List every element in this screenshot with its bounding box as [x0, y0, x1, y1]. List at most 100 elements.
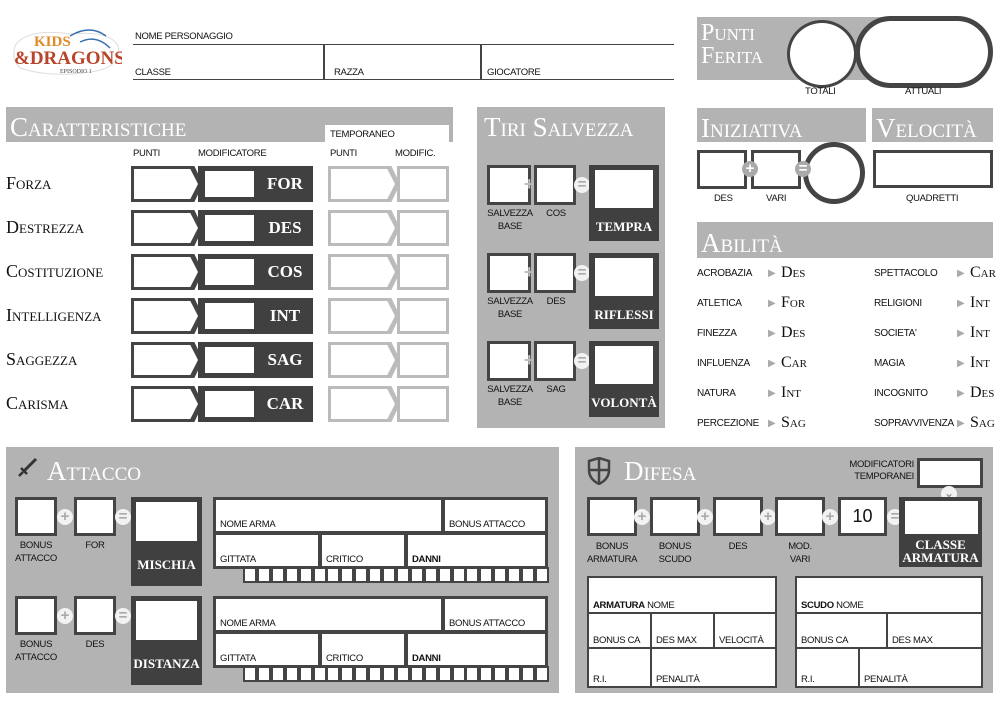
temp-modifier-field[interactable] [397, 342, 449, 378]
ammo-checkbox[interactable] [493, 567, 508, 583]
attack-stat-field[interactable] [74, 596, 116, 635]
ammo-checkbox[interactable] [256, 567, 271, 583]
save-stat-field[interactable] [534, 341, 576, 381]
armor-class-field[interactable] [905, 501, 978, 534]
ammo-checkbox[interactable] [507, 567, 522, 583]
armor-speed-field[interactable]: VELOCITÀ [713, 612, 777, 649]
initiative-total-field[interactable] [803, 142, 865, 204]
shield-penalty-field[interactable]: PENALITÀ [858, 647, 983, 688]
points-field[interactable] [131, 298, 203, 334]
attack-bonus-field[interactable] [15, 596, 57, 635]
attack-total-field[interactable] [136, 502, 197, 541]
ammo-checkbox[interactable] [409, 567, 424, 583]
temp-points-field[interactable] [328, 298, 400, 334]
weapon-name-field[interactable]: NOME ARMA [213, 596, 444, 633]
attack-bonus-field[interactable] [15, 497, 57, 536]
save-base-field[interactable] [487, 165, 531, 205]
modifier-field[interactable] [205, 303, 254, 329]
weapon-critical-field[interactable]: CRITICO [319, 532, 407, 569]
armor-name-field[interactable]: ARMATURA NOME [587, 576, 777, 614]
save-total-field[interactable] [595, 346, 653, 384]
weapon-attack-bonus-field[interactable]: BONUS ATTACCO [442, 497, 548, 534]
ammo-checkbox[interactable] [479, 666, 494, 682]
ammo-checkbox[interactable] [312, 567, 327, 583]
ammo-checkbox[interactable] [243, 666, 257, 682]
ammo-checkbox[interactable] [493, 666, 508, 682]
temp-modifier-field[interactable] [397, 386, 449, 422]
defense-component-field[interactable] [713, 497, 763, 536]
defense-component-field[interactable] [650, 497, 700, 536]
attack-stat-field[interactable] [74, 497, 116, 536]
modifier-field[interactable] [205, 259, 254, 285]
save-stat-field[interactable] [534, 165, 576, 205]
temp-modifier-field[interactable] [397, 254, 449, 290]
ammo-checkbox[interactable] [521, 666, 535, 682]
temp-points-field[interactable] [328, 386, 400, 422]
save-stat-field[interactable] [534, 253, 576, 293]
ammo-checkbox[interactable] [340, 567, 355, 583]
ammo-checkbox[interactable] [354, 567, 369, 583]
attack-total-field[interactable] [136, 601, 197, 640]
armor-ri-field[interactable]: R.I. [587, 647, 652, 688]
ammo-checkbox[interactable] [270, 567, 285, 583]
save-base-field[interactable] [487, 253, 531, 293]
temp-modifier-field[interactable] [397, 210, 449, 246]
initiative-misc-field[interactable] [751, 150, 801, 189]
ammo-checkbox[interactable] [354, 666, 369, 682]
initiative-des-field[interactable] [697, 150, 747, 189]
weapon-attack-bonus-field[interactable]: BONUS ATTACCO [442, 596, 548, 633]
points-field[interactable] [131, 386, 203, 422]
ammo-checkbox[interactable] [451, 567, 466, 583]
ammo-checkbox[interactable] [465, 666, 480, 682]
ammo-checkbox[interactable] [270, 666, 285, 682]
temp-mods-field[interactable] [917, 458, 983, 488]
shield-ac-bonus-field[interactable]: BONUS CA [795, 612, 888, 649]
ammo-checkbox[interactable] [326, 567, 341, 583]
temp-modifier-field[interactable] [397, 298, 449, 334]
ammo-checkbox[interactable] [326, 666, 341, 682]
ammo-checkbox[interactable] [284, 567, 299, 583]
modifier-field[interactable] [205, 391, 254, 417]
points-field[interactable] [131, 166, 203, 202]
total-hit-points-field[interactable] [787, 20, 857, 88]
armor-max-dex-field[interactable]: DES MAX [650, 612, 715, 649]
ammo-checkbox[interactable] [534, 666, 549, 682]
speed-field[interactable] [873, 150, 993, 188]
weapon-name-field[interactable]: NOME ARMA [213, 497, 444, 534]
character-name-field[interactable] [133, 44, 674, 80]
ammo-checkbox[interactable] [437, 567, 452, 583]
temp-points-field[interactable] [328, 166, 400, 202]
save-base-field[interactable] [487, 341, 531, 381]
shield-max-dex-field[interactable]: DES MAX [886, 612, 983, 649]
ammo-checkbox[interactable] [395, 567, 410, 583]
armor-penalty-field[interactable]: PENALITÀ [650, 647, 777, 688]
temp-points-field[interactable] [328, 210, 400, 246]
temp-points-field[interactable] [328, 342, 400, 378]
ammo-checkbox[interactable] [368, 567, 383, 583]
temp-modifier-field[interactable] [397, 166, 449, 202]
ammo-checkbox[interactable] [423, 567, 438, 583]
shield-name-field[interactable]: SCUDO NOME [795, 576, 983, 614]
weapon-critical-field[interactable]: CRITICO [319, 631, 407, 668]
ammo-checkbox[interactable] [534, 567, 549, 583]
ammo-checkbox[interactable] [312, 666, 327, 682]
temp-points-field[interactable] [328, 254, 400, 290]
armor-ac-bonus-field[interactable]: BONUS CA [587, 612, 652, 649]
ammo-checkbox[interactable] [465, 567, 480, 583]
ammo-checkbox[interactable] [298, 666, 313, 682]
ammo-checkbox[interactable] [256, 666, 271, 682]
ammo-checkbox[interactable] [382, 567, 396, 583]
points-field[interactable] [131, 254, 203, 290]
weapon-damage-field[interactable]: DANNI [405, 532, 548, 569]
weapon-range-field[interactable]: GITTATA [213, 532, 321, 569]
ammo-checkbox[interactable] [395, 666, 410, 682]
ammo-checkbox[interactable] [284, 666, 299, 682]
weapon-range-field[interactable]: GITTATA [213, 631, 321, 668]
modifier-field[interactable] [205, 347, 254, 373]
ammo-checkbox[interactable] [298, 567, 313, 583]
ammo-checkbox[interactable] [340, 666, 355, 682]
modifier-field[interactable] [205, 215, 254, 241]
ammo-checkbox[interactable] [521, 567, 535, 583]
ammo-checkbox[interactable] [423, 666, 438, 682]
save-total-field[interactable] [595, 258, 653, 296]
